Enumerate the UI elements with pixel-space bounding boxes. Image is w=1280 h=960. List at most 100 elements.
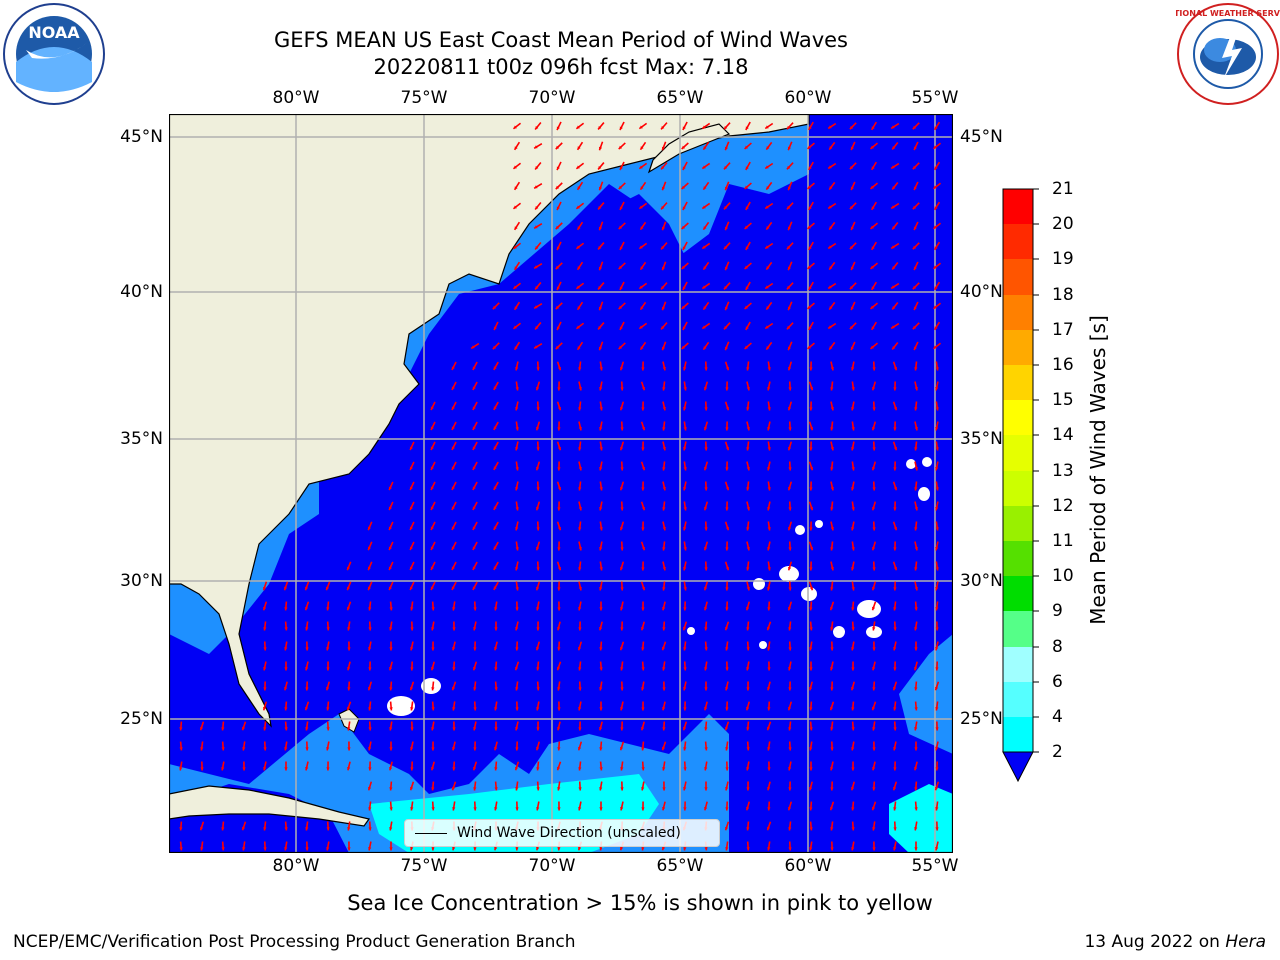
wave-direction-arrowhead	[515, 607, 519, 611]
wave-direction-arrowhead	[578, 487, 582, 491]
wave-direction-arrowhead	[200, 767, 204, 771]
wave-direction-arrowhead	[662, 606, 666, 611]
wave-direction-arrowhead	[368, 607, 372, 611]
wave-direction-arrowhead	[767, 527, 771, 531]
wave-direction-arrowhead	[620, 727, 624, 731]
wave-direction-arrowhead	[599, 387, 603, 391]
wave-direction-arrowhead	[557, 847, 561, 851]
wave-direction-arrowhead	[452, 767, 456, 771]
wave-direction-arrowhead	[578, 527, 582, 531]
wave-direction-arrowhead	[744, 185, 749, 189]
wave-direction-arrowhead	[619, 286, 623, 291]
wave-direction-arrowhead	[851, 587, 855, 591]
wave-direction-arrowhead	[934, 686, 939, 691]
wave-direction-arrowhead	[935, 447, 939, 451]
lon-label-bottom-80w: 80°W	[272, 856, 320, 876]
wave-direction-arrowhead	[598, 286, 602, 290]
wave-direction-arrowhead	[914, 847, 918, 851]
wave-direction-arrowhead	[893, 847, 897, 851]
wave-direction-arrowhead	[809, 586, 814, 591]
colorbar-under-triangle	[1002, 751, 1034, 783]
wave-direction-arrowhead	[662, 447, 666, 451]
wave-direction-arrowhead	[662, 527, 666, 531]
wave-direction-arrowhead	[893, 566, 898, 571]
wave-direction-arrowhead	[620, 767, 624, 771]
wave-direction-arrowhead	[304, 606, 309, 611]
wave-direction-arrowhead	[892, 686, 897, 691]
chart-title: GEFS MEAN US East Coast Mean Period of W…	[274, 28, 848, 52]
wave-direction-arrowhead	[871, 386, 876, 391]
lat-label-right-30n: 30°N	[960, 571, 1003, 591]
wave-direction-arrowhead	[557, 507, 561, 511]
wave-direction-arrowhead	[850, 146, 854, 151]
wave-direction-arrowhead	[598, 166, 602, 170]
wave-direction-arrowhead	[829, 146, 833, 150]
wave-direction-arrowhead	[745, 326, 749, 330]
wave-direction-arrowhead	[746, 427, 750, 431]
wave-direction-arrowhead	[914, 587, 918, 591]
wave-direction-arrowhead	[723, 285, 728, 290]
wave-direction-arrowhead	[494, 607, 498, 611]
wave-direction-arrowhead	[914, 687, 918, 691]
wave-direction-arrowhead	[935, 407, 939, 411]
wave-direction-arrowhead	[578, 367, 582, 371]
wave-direction-arrowhead	[221, 827, 225, 831]
wave-direction-arrowhead	[557, 547, 561, 551]
wave-direction-arrowhead	[599, 687, 603, 691]
wave-direction-arrowhead	[788, 687, 792, 691]
wave-direction-arrowhead	[452, 627, 456, 631]
wave-direction-arrowhead	[641, 707, 645, 711]
wave-direction-arrowhead	[871, 466, 876, 471]
wave-direction-arrowhead	[284, 686, 288, 691]
wave-direction-arrowhead	[618, 225, 623, 230]
wave-direction-arrowhead	[598, 226, 603, 231]
wave-direction-arrowhead	[723, 125, 728, 130]
wave-direction-arrowhead	[725, 427, 729, 431]
wave-direction-arrowhead	[515, 387, 519, 391]
colorbar-segment	[1003, 400, 1033, 436]
wave-direction-arrowhead	[410, 727, 414, 731]
wave-direction-arrowhead	[326, 607, 330, 611]
wave-direction-arrowhead	[893, 547, 897, 551]
wave-direction-arrowhead	[620, 807, 624, 811]
colorbar-segment	[1003, 224, 1033, 260]
wave-direction-arrowhead	[872, 367, 876, 371]
wave-direction-arrowhead	[933, 145, 937, 149]
wave-direction-arrowhead	[725, 847, 729, 851]
wave-direction-arrowhead	[368, 647, 372, 651]
wave-direction-arrowhead	[786, 285, 791, 290]
wave-direction-arrowhead	[725, 467, 729, 471]
wave-direction-arrowhead	[451, 566, 455, 571]
wave-direction-arrowhead	[515, 427, 519, 431]
graticule	[169, 114, 953, 853]
wave-direction-arrowhead	[809, 667, 813, 671]
wave-direction-arrowhead	[535, 326, 539, 330]
wave-direction-arrowhead	[870, 145, 874, 149]
wave-direction-arrowhead	[744, 305, 749, 309]
wave-direction-arrowhead	[578, 787, 582, 791]
wave-direction-arrowhead	[536, 707, 540, 711]
wave-direction-arrowhead	[577, 746, 582, 751]
wave-direction-arrowhead	[599, 626, 603, 631]
wave-direction-arrowhead	[746, 487, 750, 491]
wave-direction-arrowhead	[284, 607, 288, 611]
wave-direction-arrowhead	[346, 566, 351, 571]
wave-direction-arrowhead	[661, 125, 665, 130]
wave-direction-arrowhead	[682, 206, 686, 210]
wave-direction-arrowhead	[409, 506, 413, 511]
wave-direction-arrowhead	[305, 847, 309, 851]
wave-direction-arrowhead	[305, 767, 309, 771]
wave-direction-arrowhead	[914, 727, 918, 731]
wave-direction-arrowhead	[556, 126, 560, 131]
wave-direction-arrowhead	[767, 447, 771, 451]
wave-direction-arrowhead	[933, 225, 937, 229]
lat-label-left-45n: 45°N	[120, 127, 163, 147]
wave-direction-arrowhead	[451, 486, 455, 491]
wave-direction-arrowhead	[914, 627, 918, 631]
wave-direction-arrowhead	[473, 627, 477, 631]
wave-direction-arrowhead	[767, 587, 771, 591]
wave-direction-arrowhead	[326, 667, 330, 671]
wave-direction-arrowhead	[451, 526, 455, 531]
wave-direction-arrowhead	[767, 367, 771, 371]
wave-direction-arrowhead	[681, 185, 686, 190]
